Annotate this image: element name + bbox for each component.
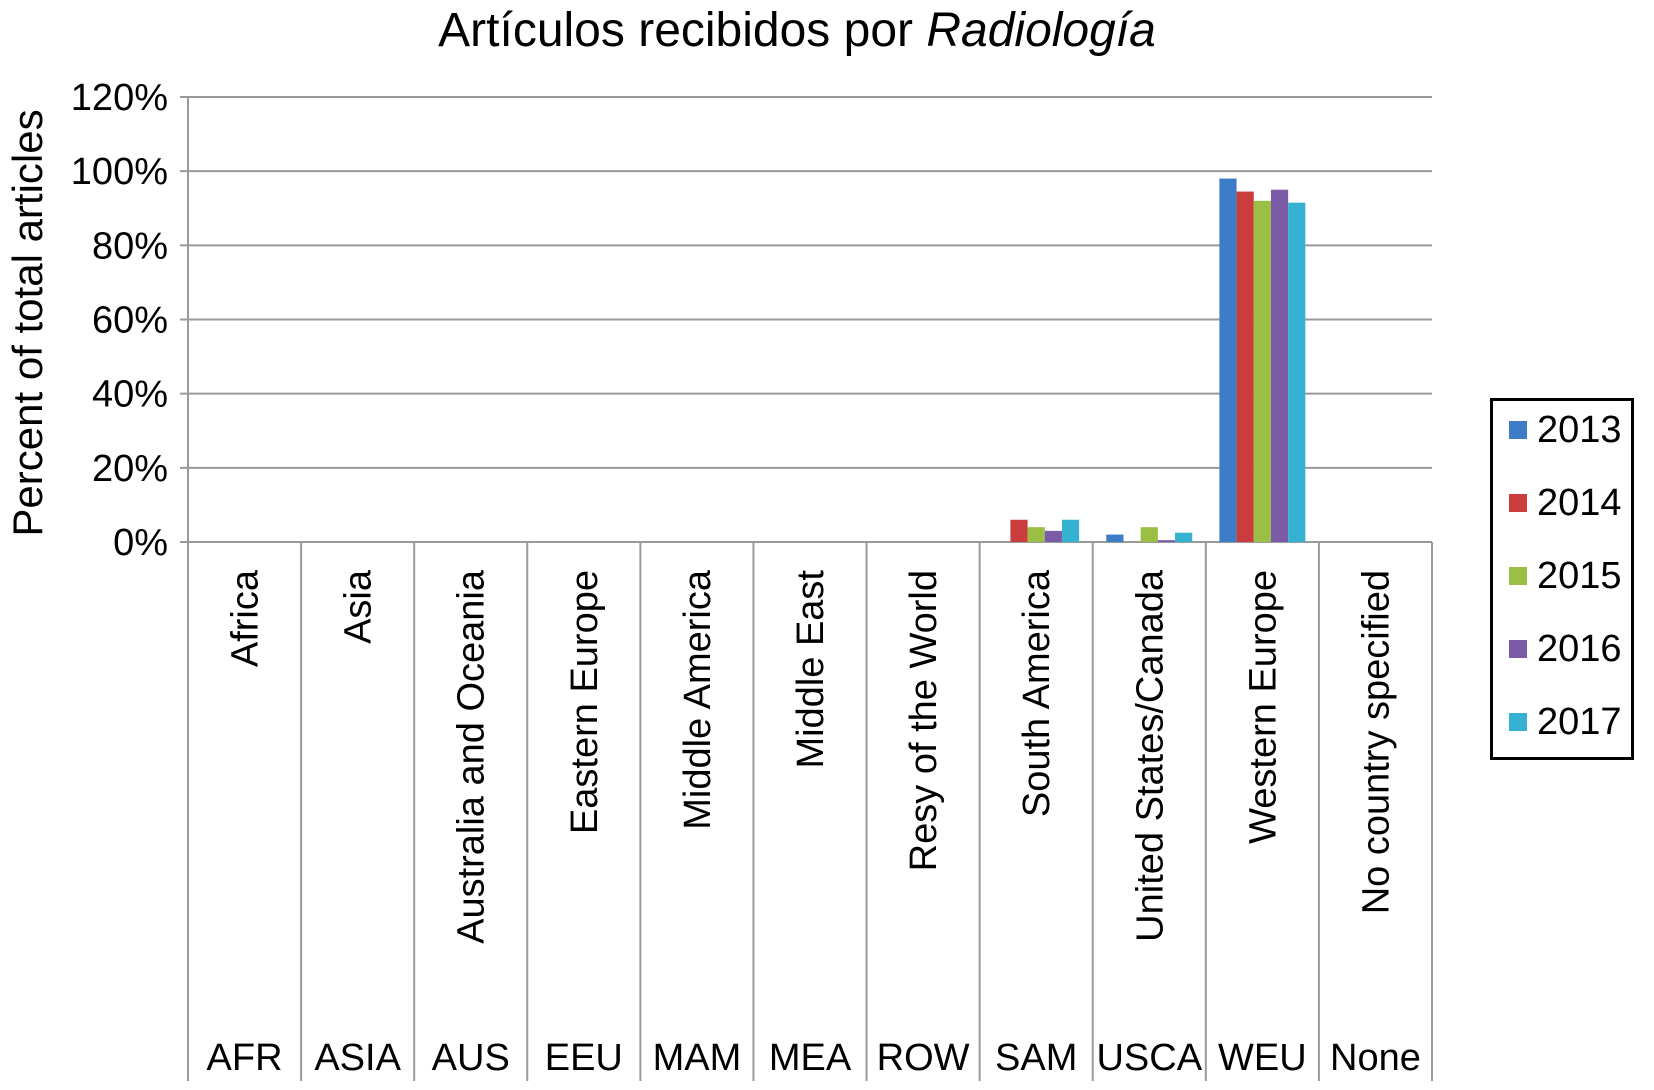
category-code: None [1330, 1037, 1421, 1079]
legend-swatch [1509, 494, 1527, 512]
legend-item: 2017 [1509, 697, 1622, 747]
bar-2016 [1270, 189, 1289, 543]
y-tick-label: 80% [92, 225, 168, 267]
category-code: AFR [207, 1037, 283, 1079]
category-code: USCA [1096, 1037, 1202, 1079]
y-tick-label: 60% [92, 300, 168, 342]
category-code: MAM [653, 1037, 742, 1079]
legend-swatch [1509, 640, 1527, 658]
category-label: Resy of the World [903, 570, 945, 871]
y-tick-label: 40% [92, 374, 168, 416]
bar-2013 [1219, 178, 1237, 543]
bar-2014 [1236, 191, 1254, 542]
category-code: WEU [1218, 1037, 1307, 1079]
legend-label: 2016 [1537, 628, 1622, 670]
category-label: Middle America [677, 569, 719, 830]
category-label: Western Europe [1242, 570, 1284, 844]
category-label: Eastern Europe [564, 570, 606, 834]
category-code: ASIA [314, 1037, 401, 1079]
bar-2017 [1061, 519, 1080, 542]
bar-2014 [1010, 519, 1028, 542]
legend-item: 2016 [1509, 624, 1622, 674]
bar-2013 [1106, 534, 1124, 542]
legend-item: 2014 [1509, 478, 1622, 528]
y-axis-ticks: 0% 20% 40% 60% 80% 100% 120% [71, 77, 168, 564]
chart-title-main: Artículos recibidos por [438, 4, 926, 57]
legend-item: 2015 [1509, 551, 1622, 601]
legend-label: 2015 [1537, 555, 1622, 597]
y-axis-label: Percent of total articles [4, 109, 51, 536]
x-axis-labels: Africa AFR Asia ASIA Australia and Oceania AU… [207, 569, 1421, 1079]
grid [180, 96, 1433, 1081]
category-code: ROW [877, 1037, 970, 1079]
legend-swatch [1509, 567, 1527, 585]
category-label: Middle East [790, 570, 832, 769]
bar-2017 [1175, 532, 1193, 542]
y-tick-label: 120% [71, 77, 168, 119]
legend-label: 2013 [1537, 409, 1622, 451]
legend: 2013 2014 2015 2016 2017 [1490, 398, 1634, 760]
legend-swatch [1509, 421, 1527, 439]
category-label: South America [1016, 569, 1058, 817]
legend-label: 2014 [1537, 482, 1622, 524]
category-label: Australia and Oceania [451, 569, 493, 944]
category-label: No country specified [1355, 570, 1397, 914]
bar-2015 [1027, 527, 1045, 542]
category-label: Asia [338, 569, 380, 644]
y-tick-label: 0% [113, 522, 168, 564]
chart-title-italic: Radiología [926, 4, 1156, 57]
bars [1010, 178, 1306, 543]
category-code: MEA [769, 1037, 852, 1079]
category-label: United States/Canada [1129, 569, 1171, 942]
category-code: EEU [545, 1037, 623, 1079]
category-code: AUS [432, 1037, 510, 1079]
y-tick-label: 20% [92, 448, 168, 490]
bar-2016 [1044, 530, 1062, 542]
category-code: SAM [995, 1037, 1077, 1079]
bar-2016 [1157, 540, 1176, 542]
bar-2015 [1140, 527, 1158, 542]
bar-2017 [1288, 202, 1306, 542]
legend-label: 2017 [1537, 701, 1622, 743]
legend-swatch [1509, 713, 1527, 731]
legend-item: 2013 [1509, 405, 1622, 455]
category-label: Africa [225, 569, 267, 667]
bar-2015 [1253, 200, 1271, 543]
y-tick-label: 100% [71, 151, 168, 193]
chart-title: Artículos recibidos por Radiología [438, 4, 1156, 57]
